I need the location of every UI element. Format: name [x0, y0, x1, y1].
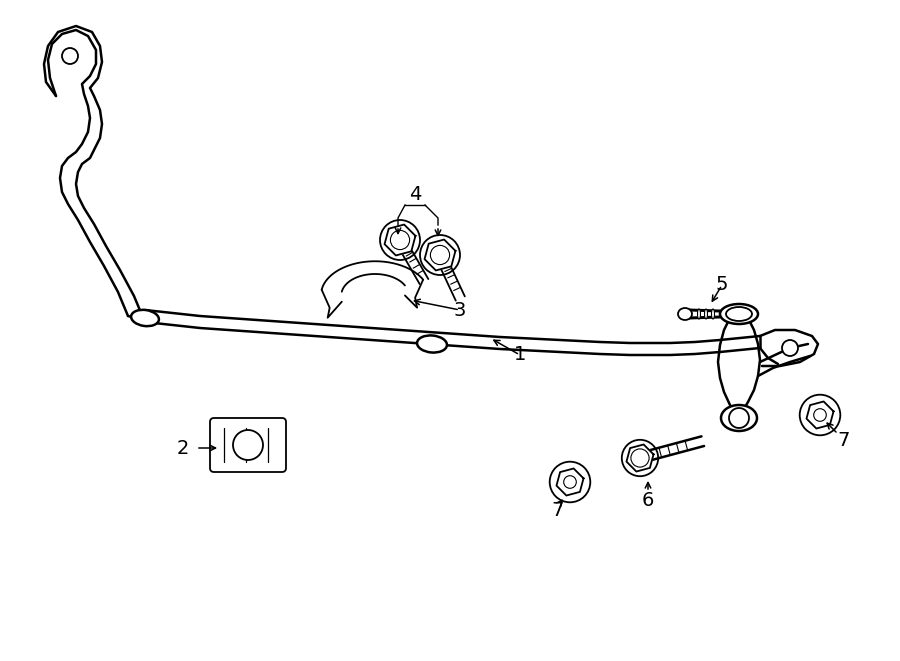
Text: 6: 6	[642, 490, 654, 510]
Circle shape	[729, 408, 749, 428]
Polygon shape	[425, 239, 455, 270]
Circle shape	[814, 408, 826, 421]
Ellipse shape	[712, 309, 715, 319]
Text: 3: 3	[454, 301, 466, 319]
Ellipse shape	[417, 335, 447, 352]
Polygon shape	[626, 444, 653, 471]
Ellipse shape	[705, 309, 707, 319]
Text: 5: 5	[716, 276, 728, 295]
Polygon shape	[806, 401, 833, 428]
FancyBboxPatch shape	[210, 418, 286, 472]
Circle shape	[391, 231, 410, 250]
Circle shape	[563, 476, 576, 488]
Text: 7: 7	[838, 430, 850, 449]
Circle shape	[800, 395, 841, 436]
Ellipse shape	[726, 307, 752, 321]
Ellipse shape	[678, 308, 692, 320]
Polygon shape	[384, 225, 416, 255]
Polygon shape	[556, 469, 583, 496]
Ellipse shape	[721, 405, 757, 431]
Ellipse shape	[698, 309, 700, 319]
Text: 2: 2	[176, 438, 189, 457]
Circle shape	[62, 48, 78, 64]
Text: 4: 4	[409, 186, 421, 204]
Circle shape	[782, 340, 798, 356]
Circle shape	[233, 430, 263, 460]
Ellipse shape	[720, 304, 758, 324]
Ellipse shape	[131, 310, 159, 326]
Circle shape	[550, 461, 590, 502]
Text: 7: 7	[552, 500, 564, 520]
Text: 1: 1	[514, 346, 526, 364]
Polygon shape	[321, 261, 423, 292]
Circle shape	[430, 245, 450, 264]
